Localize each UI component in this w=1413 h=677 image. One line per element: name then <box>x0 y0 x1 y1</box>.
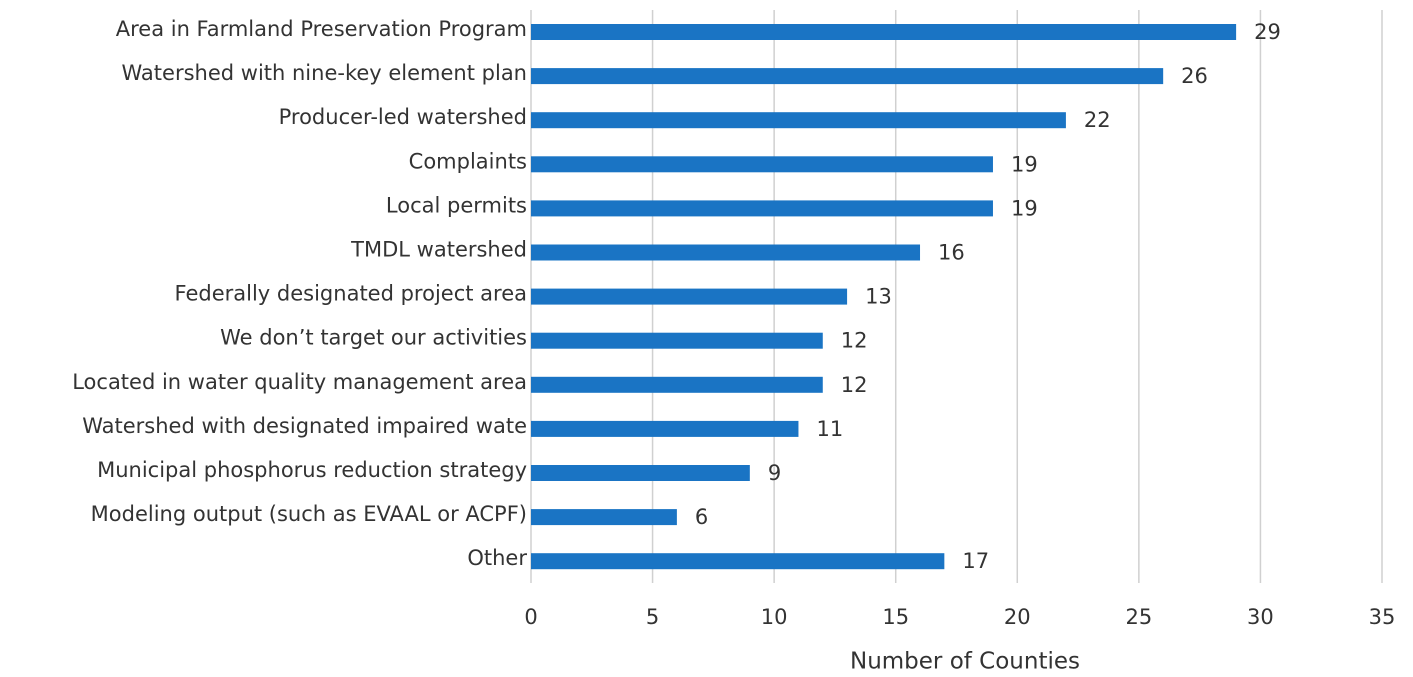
y-tick-label: Other <box>467 546 527 570</box>
y-tick-label: Watershed with nine-key element plan <box>122 61 527 85</box>
y-tick-label: Complaints <box>409 149 527 173</box>
bar <box>531 244 921 261</box>
bar <box>531 156 993 173</box>
data-label: 9 <box>768 461 781 485</box>
data-label: 22 <box>1084 108 1111 132</box>
bar <box>531 24 1237 40</box>
data-label: 19 <box>1011 152 1038 176</box>
data-label: 26 <box>1181 64 1208 88</box>
y-tick-label: We don’t target our activities <box>220 326 527 350</box>
y-tick-label: Located in water quality management area <box>72 370 527 394</box>
bar <box>531 465 750 481</box>
bar <box>531 332 823 349</box>
y-tick-label: Local permits <box>386 193 527 217</box>
data-label: 12 <box>841 373 868 397</box>
x-tick-label: 20 <box>1004 605 1031 629</box>
data-label: 16 <box>938 241 965 265</box>
y-tick-label: Municipal phosphorus reduction strategy <box>97 458 527 482</box>
bar <box>531 288 848 305</box>
y-tick-label: Watershed with designated impaired wate <box>82 414 527 438</box>
data-label: 12 <box>841 329 868 353</box>
x-tick-label: 15 <box>882 605 909 629</box>
x-tick-label: 10 <box>761 605 788 629</box>
data-label: 17 <box>962 549 989 573</box>
data-label: 19 <box>1011 196 1038 220</box>
data-label: 29 <box>1254 20 1281 44</box>
data-label: 6 <box>695 505 708 529</box>
x-tick-label: 5 <box>646 605 659 629</box>
data-label: 11 <box>816 417 843 441</box>
bar <box>531 200 993 217</box>
bar <box>531 509 677 526</box>
x-tick-label: 25 <box>1125 605 1152 629</box>
bar <box>531 112 1066 129</box>
x-tick-label: 35 <box>1369 605 1396 629</box>
bar <box>531 376 823 393</box>
bar <box>531 420 799 437</box>
y-tick-label: Federally designated project area <box>175 282 527 306</box>
y-tick-label: Area in Farmland Preservation Program <box>116 17 527 41</box>
bar <box>531 68 1164 85</box>
data-label: 13 <box>865 285 892 309</box>
bar <box>531 553 945 570</box>
x-tick-label: 0 <box>524 605 537 629</box>
x-tick-label: 30 <box>1247 605 1274 629</box>
y-tick-label: Modeling output (such as EVAAL or ACPF) <box>91 502 527 526</box>
x-axis-label: Number of Counties <box>850 649 1080 675</box>
y-tick-label: TMDL watershed <box>350 238 527 262</box>
y-tick-label: Producer-led watershed <box>279 105 527 129</box>
